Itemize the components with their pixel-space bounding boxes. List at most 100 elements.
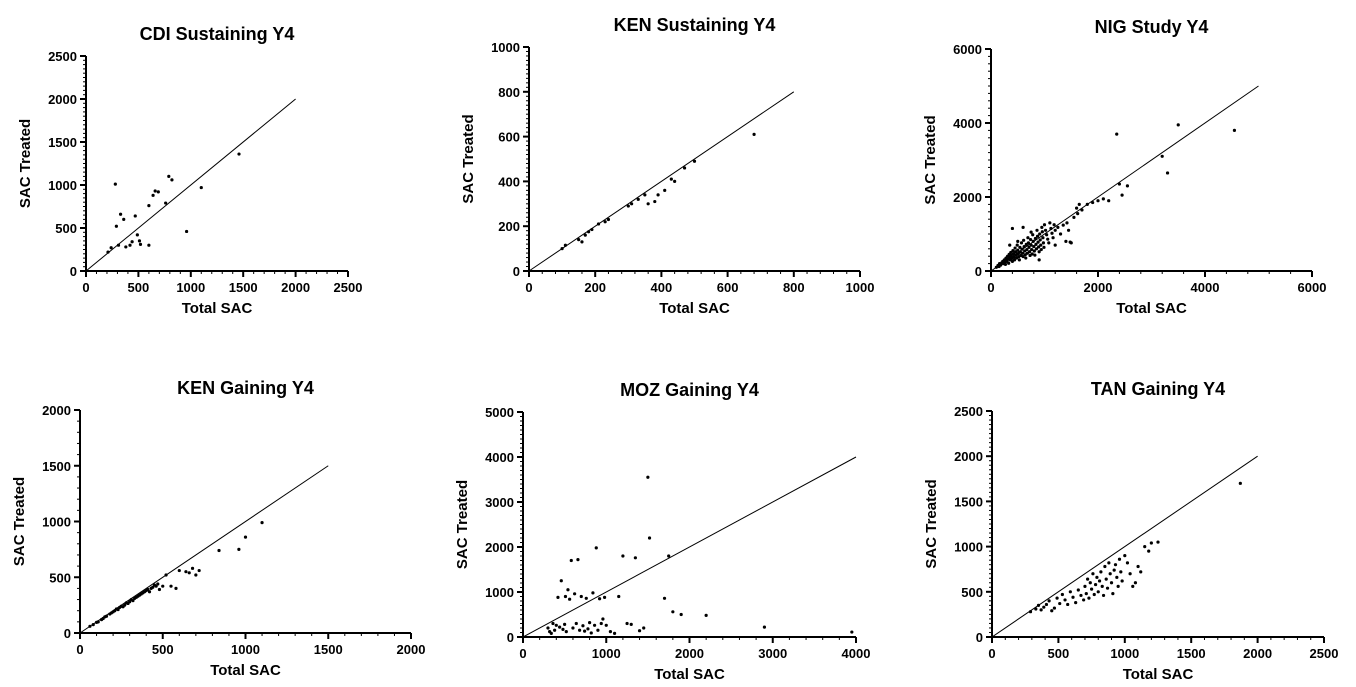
y-tick-label: 800 — [498, 85, 520, 100]
data-point — [146, 587, 150, 592]
data-point — [156, 582, 160, 586]
data-point — [135, 233, 139, 237]
data-point — [1131, 584, 1135, 588]
chart-title: NIG Study Y4 — [1095, 17, 1209, 37]
data-point — [646, 475, 650, 479]
data-point — [1052, 223, 1056, 227]
data-point — [1031, 239, 1035, 243]
data-point — [1038, 232, 1042, 236]
data-point — [571, 626, 575, 630]
data-point — [1030, 247, 1034, 252]
data-point — [1020, 247, 1024, 251]
data-point — [1147, 549, 1151, 553]
x-tick-label: 500 — [1048, 646, 1070, 661]
data-point — [1045, 233, 1049, 237]
data-point — [559, 579, 563, 583]
data-point — [1013, 246, 1017, 250]
data-point — [1046, 237, 1050, 241]
y-tick-label: 2000 — [42, 403, 71, 418]
data-point — [1020, 251, 1025, 255]
reference-line — [522, 456, 857, 638]
data-point — [237, 152, 241, 156]
data-point — [625, 621, 629, 626]
scatter-plot: MOZ Gaining Y4 0 1000 2000 3000 4000 0 1000 2000… — [454, 380, 870, 683]
data-point — [1125, 184, 1130, 188]
x-tick-label: 1000 — [1110, 646, 1139, 661]
data-point — [170, 178, 174, 182]
data-point — [130, 240, 134, 244]
data-point — [581, 624, 585, 628]
data-point — [1027, 245, 1031, 249]
x-tick-label: 1000 — [176, 280, 205, 295]
data-point — [1086, 577, 1090, 581]
data-point — [1076, 212, 1080, 216]
scatter-plot: KEN Sustaining Y4 0 200 400 600 800 1000 0 200 40… — [460, 15, 874, 317]
y-tick-label: 2000 — [48, 92, 77, 107]
data-point — [629, 622, 633, 626]
data-point — [1116, 584, 1120, 588]
data-point — [1042, 605, 1046, 609]
data-point — [1052, 606, 1057, 610]
y-tick-label: 500 — [55, 221, 77, 236]
x-axis-label: Total SAC — [210, 662, 281, 679]
data-point — [167, 174, 171, 178]
x-tick-label: 2000 — [675, 646, 704, 661]
data-point — [762, 625, 767, 629]
data-point — [586, 230, 591, 234]
y-tick-label: 2500 — [48, 49, 77, 64]
data-point — [608, 630, 613, 634]
data-point — [128, 243, 132, 247]
data-point — [606, 217, 611, 222]
data-point — [1061, 223, 1065, 227]
data-point — [667, 554, 671, 558]
data-point — [597, 597, 602, 601]
data-point — [1093, 582, 1098, 587]
data-point — [1125, 561, 1130, 565]
data-point — [1019, 241, 1024, 245]
data-point — [109, 246, 113, 250]
data-point — [1149, 541, 1153, 545]
data-point — [1092, 592, 1096, 597]
data-point — [612, 631, 617, 635]
data-point — [560, 247, 564, 251]
data-point — [1036, 240, 1040, 244]
data-point — [586, 627, 590, 631]
data-point — [1053, 228, 1057, 232]
data-point — [1071, 595, 1075, 599]
data-point — [184, 570, 188, 574]
data-point — [1064, 239, 1068, 243]
x-tick-label: 3000 — [758, 646, 787, 661]
data-point — [1232, 128, 1237, 132]
y-tick-label: 1500 — [42, 459, 71, 474]
data-point — [578, 628, 582, 632]
x-axis-label: Total SAC — [659, 300, 730, 317]
y-tick-label: 0 — [507, 630, 514, 645]
y-tick-label: 2000 — [485, 540, 514, 555]
data-point — [1047, 241, 1051, 245]
data-point — [563, 243, 568, 247]
y-tick-label: 5000 — [485, 405, 514, 420]
data-point — [1085, 202, 1089, 206]
data-point — [1156, 540, 1160, 544]
y-tick-label: 0 — [976, 630, 983, 645]
data-point — [1050, 231, 1054, 235]
data-point — [131, 599, 135, 603]
data-point — [546, 626, 550, 630]
y-tick-label: 1000 — [42, 515, 71, 530]
y-axis-label: SAC Treated — [923, 479, 940, 568]
chart-title: CDI Sustaining Y4 — [140, 24, 295, 44]
data-point — [556, 595, 560, 599]
data-point — [646, 202, 650, 206]
y-axis-label: SAC Treated — [922, 115, 939, 204]
data-point — [576, 558, 580, 562]
data-point — [147, 590, 152, 594]
reference-line — [528, 91, 795, 272]
data-point — [662, 596, 667, 600]
x-tick-label: 4000 — [1191, 280, 1220, 295]
data-point — [1143, 545, 1147, 549]
data-point — [1058, 601, 1062, 606]
y-tick-label: 0 — [513, 264, 520, 279]
data-point — [1065, 221, 1069, 225]
data-point — [243, 535, 248, 539]
data-point — [1016, 248, 1020, 252]
